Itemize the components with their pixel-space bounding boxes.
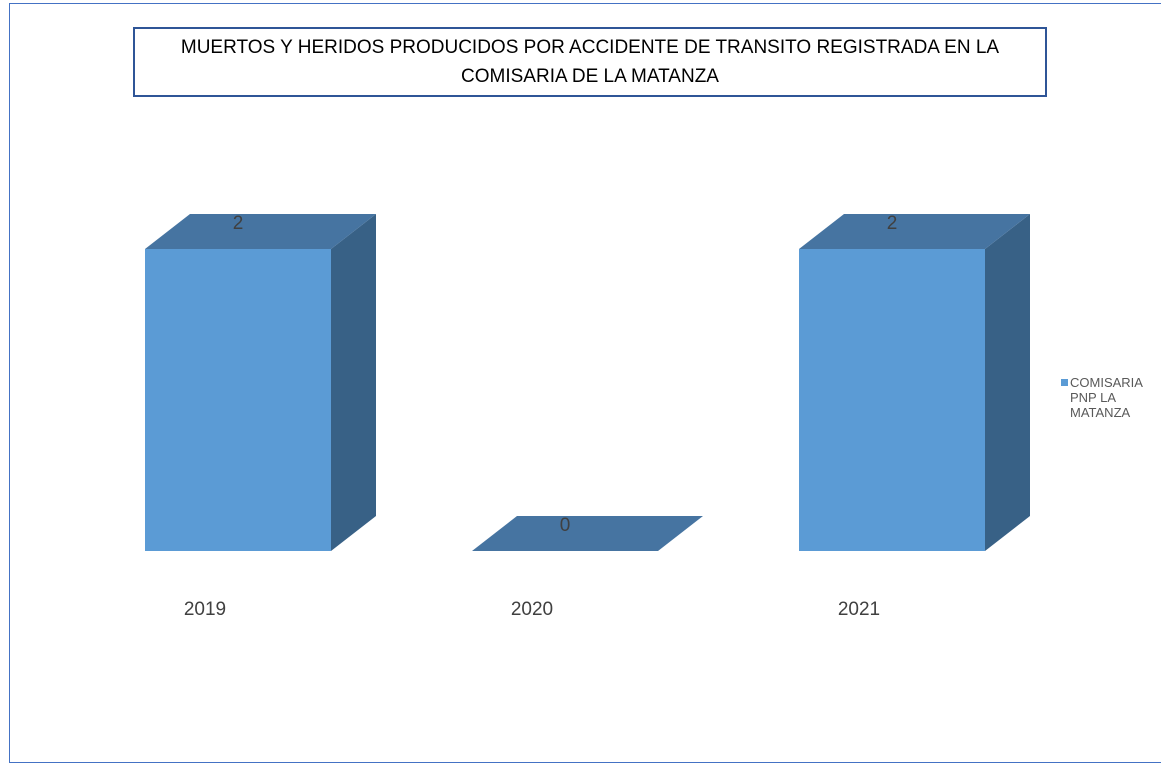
- data-label: 2: [233, 213, 244, 234]
- bar-side: [985, 214, 1030, 551]
- x-tick-label: 2020: [511, 599, 553, 620]
- bar-top: [799, 214, 1030, 249]
- legend-label: COMISARIA PNP LA MATANZA: [1070, 375, 1143, 420]
- x-tick-label: 2019: [184, 599, 226, 620]
- chart-title: MUERTOS Y HERIDOS PRODUCIDOS POR ACCIDEN…: [133, 27, 1047, 97]
- bar-front: [799, 249, 985, 551]
- data-label: 0: [560, 515, 571, 536]
- data-label: 2: [887, 213, 898, 234]
- chart: 2 2019 0 2020 2 2021: [145, 213, 1030, 620]
- page: MUERTOS Y HERIDOS PRODUCIDOS POR ACCIDEN…: [9, 3, 1161, 763]
- bar-top: [472, 516, 703, 551]
- bar-side: [331, 214, 376, 551]
- bar-top: [145, 214, 376, 249]
- bar-front: [145, 249, 331, 551]
- x-tick-label: 2021: [838, 599, 880, 620]
- legend-key: [1061, 379, 1068, 386]
